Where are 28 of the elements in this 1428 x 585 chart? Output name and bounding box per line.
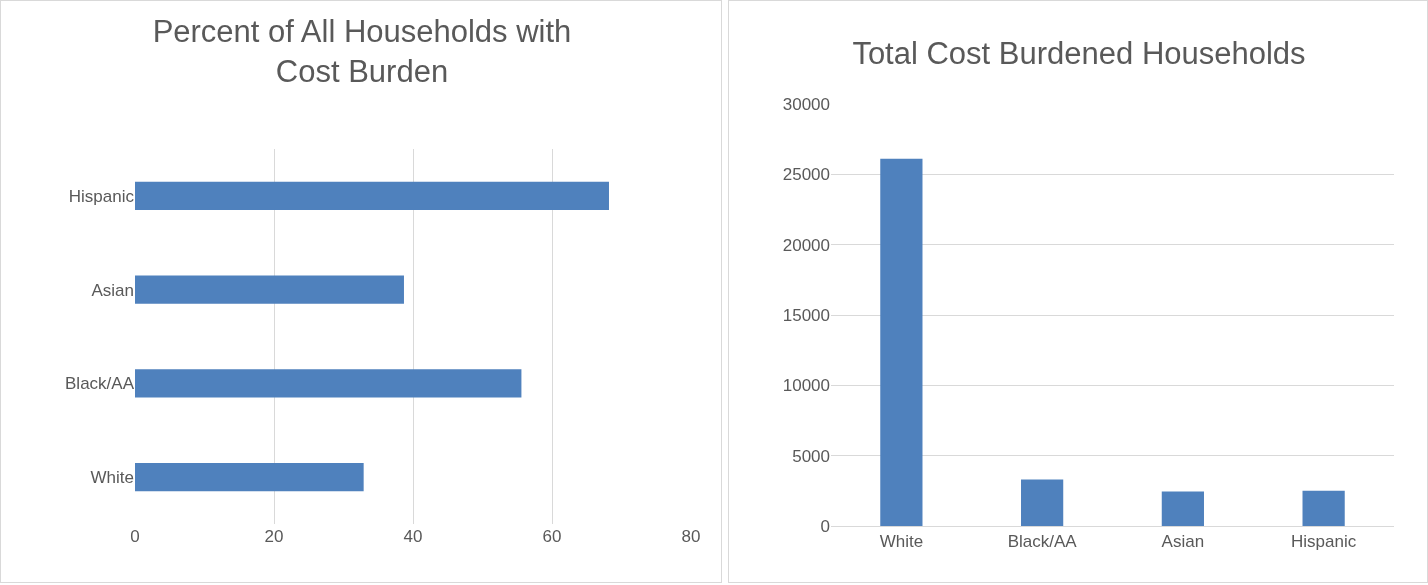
bar (135, 369, 522, 398)
bar (1302, 490, 1345, 526)
x-tick-label: 40 (403, 527, 423, 546)
chart-title: Percent of All Households with Cost Burden (152, 13, 572, 90)
y-tick-label: Hispanic (68, 186, 135, 206)
x-tick-label: Asian (1161, 532, 1205, 552)
x-tick-label: 20 (264, 527, 284, 546)
y-tick-label: 25000 (782, 165, 830, 185)
y-tick-label: 30000 (782, 94, 830, 114)
bar (1161, 491, 1204, 526)
x-tick-label: Black/AA (1007, 532, 1078, 552)
x-tick-label: Hispanic (1291, 532, 1357, 552)
y-tick-label: 10000 (782, 376, 830, 396)
bar (135, 181, 609, 210)
y-tick-label: 20000 (782, 235, 830, 255)
bar (135, 463, 364, 492)
chart-title: Total Cost Burdened Households (852, 35, 1306, 71)
bar (880, 158, 923, 526)
y-tick-label: Black/AA (65, 374, 135, 394)
y-tick-label: Asian (91, 280, 134, 300)
y-tick-label: White (90, 468, 134, 488)
bar (1021, 479, 1064, 526)
y-tick-label: 15000 (782, 305, 830, 325)
y-tick-label: 5000 (792, 446, 830, 466)
x-tick-label: White (879, 532, 924, 552)
x-tick-label: 60 (542, 527, 562, 546)
bar (135, 275, 404, 304)
x-tick-label: 80 (681, 527, 701, 546)
